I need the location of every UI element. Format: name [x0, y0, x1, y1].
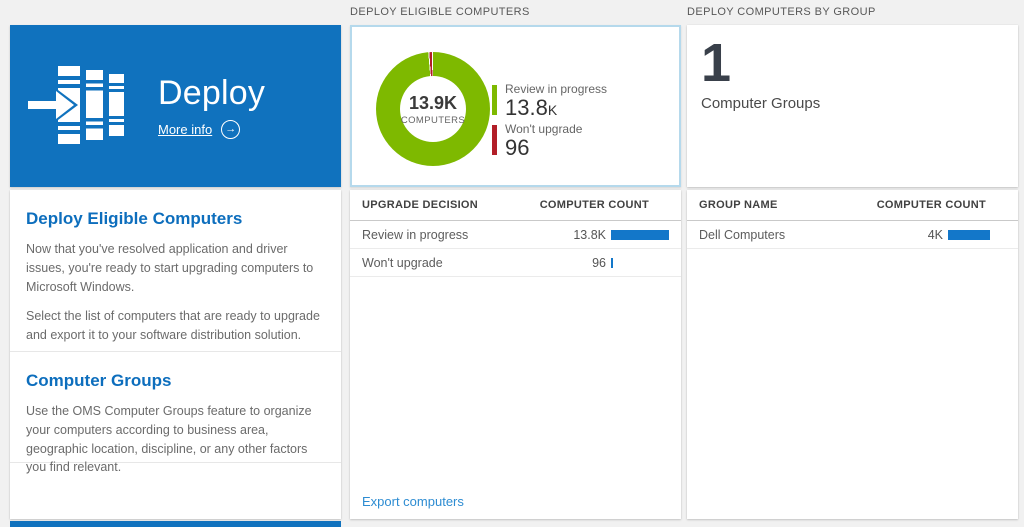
legend-item-review-in-progress[interactable]: Review in progress 13.8K [492, 82, 607, 119]
count-bar-track [948, 229, 1006, 240]
legend-value: 96 [505, 135, 530, 160]
legend-label: Review in progress [505, 82, 608, 96]
deploy-tile-title: Deploy [158, 73, 266, 112]
left-column-header-spacer [10, 0, 341, 25]
column-header-computer-count: COMPUTER COUNT [539, 199, 649, 211]
computer-groups-count: 1 [701, 33, 732, 93]
group-table-card: GROUP NAME COMPUTER COUNT Dell Computers… [687, 190, 1018, 519]
go-arrow-icon: → [221, 119, 241, 139]
next-tile-peek [10, 521, 341, 527]
count-bar-track [611, 257, 669, 268]
eligible-computers-chart-card[interactable]: 13.9K COMPUTERS Review in progress 13.8K… [350, 25, 681, 187]
computer-groups-heading[interactable]: Computer Groups [26, 371, 172, 390]
count-bar [611, 229, 669, 240]
deploy-description-card: Deploy Eligible Computers Now that you'v… [10, 190, 341, 519]
table-row-dell-computers[interactable]: Dell Computers 4K [687, 221, 1018, 249]
donut-center: 13.9K COMPUTERS [400, 76, 466, 142]
column-header-computer-count: COMPUTER COUNT [876, 199, 986, 211]
export-computers-link[interactable]: Export computers [362, 494, 464, 509]
donut-legend: Review in progress 13.8K Won't upgrade 9… [492, 82, 607, 162]
count-bar [948, 229, 990, 240]
column-header-group-name: GROUP NAME [699, 199, 778, 211]
deploy-eligible-computers-column: DEPLOY ELIGIBLE COMPUTERS 13.9K COMPUTER… [350, 0, 681, 519]
upgrade-decision-table-card: UPGRADE DECISION COMPUTER COUNT Review i… [350, 190, 681, 519]
red-swatch-icon [492, 125, 497, 155]
more-info-label: More info [158, 121, 213, 137]
column-header-upgrade-decision: UPGRADE DECISION [362, 199, 479, 211]
legend-value: 13.8K [505, 95, 558, 120]
deploy-tile[interactable]: Deploy More info → [10, 25, 341, 187]
group-table-header: GROUP NAME COMPUTER COUNT [687, 190, 1018, 221]
eligible-computers-donut-chart[interactable]: 13.9K COMPUTERS [376, 52, 490, 166]
donut-center-label: COMPUTERS [400, 114, 466, 126]
legend-item-wont-upgrade[interactable]: Won't upgrade 96 [492, 122, 607, 159]
deploy-eligible-computers-section: Deploy Eligible Computers Now that you'v… [10, 190, 341, 352]
deploy-eligible-paragraph-2: Select the list of computers that are re… [26, 309, 320, 342]
table-row-wont-upgrade[interactable]: Won't upgrade 96 [350, 249, 681, 277]
count-bar-track [611, 229, 669, 240]
deploy-tile-text: Deploy More info → [158, 74, 265, 139]
deploy-eligible-paragraph-1: Now that you've resolved application and… [26, 242, 314, 294]
more-info-link[interactable]: More info → [158, 119, 265, 139]
computer-groups-section: Computer Groups Use the OMS Computer Gro… [10, 352, 341, 474]
eligible-computers-section-title: DEPLOY ELIGIBLE COMPUTERS [350, 6, 530, 18]
deploy-eligible-computers-heading[interactable]: Deploy Eligible Computers [26, 209, 243, 228]
computer-groups-paragraph: Use the OMS Computer Groups feature to o… [26, 404, 312, 475]
deploy-servers-icon [28, 66, 124, 144]
computer-groups-summary-card[interactable]: 1 Computer Groups [687, 25, 1018, 187]
donut-center-value: 13.9K [408, 92, 458, 113]
green-swatch-icon [492, 85, 497, 115]
upgrade-decision-table-header: UPGRADE DECISION COMPUTER COUNT [350, 190, 681, 221]
computers-by-group-section-title: DEPLOY COMPUTERS BY GROUP [687, 6, 876, 18]
deploy-overview-column: Deploy More info → Deploy Eligible Compu… [10, 0, 341, 519]
deploy-computers-by-group-column: DEPLOY COMPUTERS BY GROUP 1 Computer Gro… [687, 0, 1018, 519]
count-bar [611, 257, 613, 268]
table-row-review-in-progress[interactable]: Review in progress 13.8K [350, 221, 681, 249]
computer-groups-count-label: Computer Groups [701, 94, 821, 112]
legend-label: Won't upgrade [505, 122, 583, 136]
